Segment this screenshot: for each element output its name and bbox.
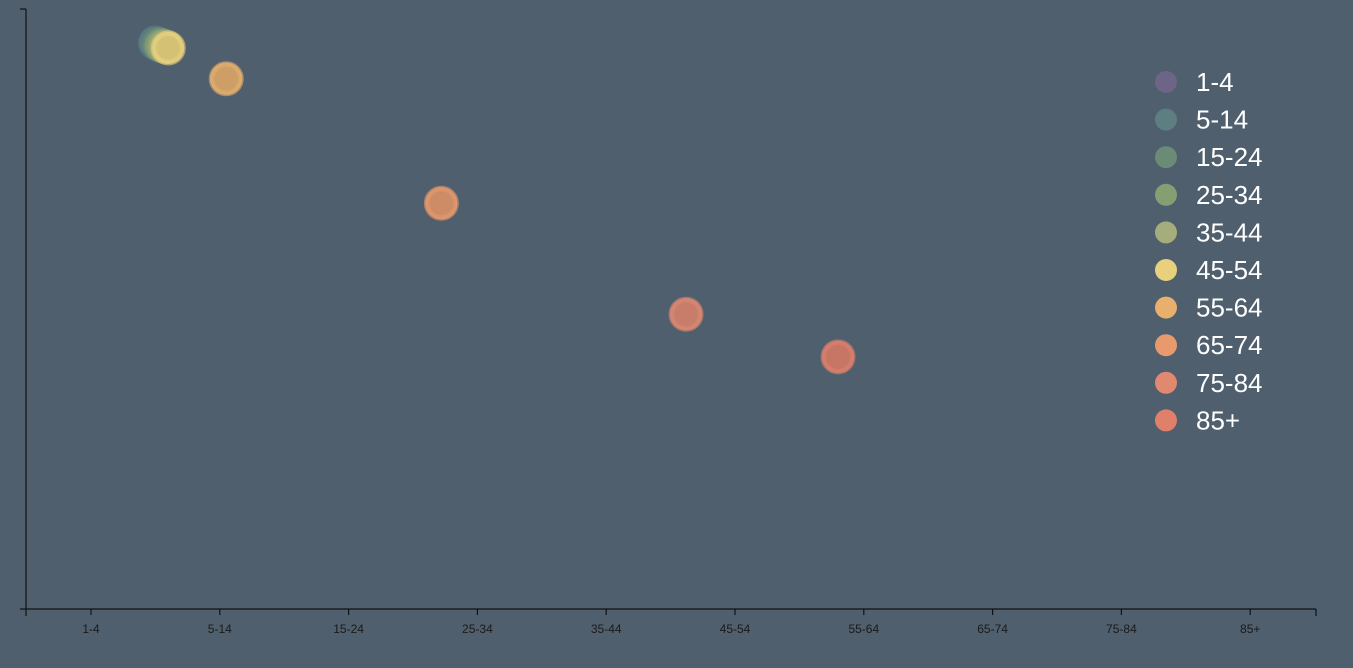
legend-swatch bbox=[1155, 409, 1177, 432]
legend-label: 65-74 bbox=[1196, 330, 1263, 360]
legend-label: 15-24 bbox=[1196, 142, 1263, 172]
x-tick-label: 25-34 bbox=[462, 622, 493, 636]
x-tick-label: 15-24 bbox=[333, 622, 364, 636]
legend-label: 35-44 bbox=[1196, 217, 1263, 247]
data-point-core bbox=[674, 302, 699, 327]
data-point bbox=[820, 339, 856, 375]
x-tick-label: 45-54 bbox=[720, 622, 751, 636]
legend-swatch bbox=[1155, 71, 1177, 93]
legend-label: 55-64 bbox=[1196, 293, 1263, 323]
axes: 1-4 5-14 15-24 25-34 35-44 45-54 55-64 65-74 75-… bbox=[20, 8, 1317, 636]
legend-label: 45-54 bbox=[1196, 255, 1263, 285]
data-point bbox=[668, 296, 704, 332]
legend-label: 5-14 bbox=[1196, 105, 1248, 135]
x-tick-label: 35-44 bbox=[591, 622, 622, 636]
data-points bbox=[137, 25, 856, 375]
legend-swatch bbox=[1155, 108, 1177, 131]
data-point bbox=[150, 30, 186, 66]
legend-label: 75-84 bbox=[1196, 368, 1263, 398]
legend-swatch bbox=[1155, 334, 1177, 357]
x-tick-label: 75-84 bbox=[1106, 622, 1137, 636]
legend-label: 85+ bbox=[1196, 405, 1240, 435]
data-point-core bbox=[826, 344, 851, 369]
legend-label: 1-4 bbox=[1196, 67, 1234, 97]
x-tick-label: 55-64 bbox=[848, 622, 879, 636]
legend-swatch bbox=[1155, 221, 1177, 244]
legend-swatch bbox=[1155, 183, 1177, 206]
x-tick-label: 5-14 bbox=[208, 622, 232, 636]
legend-swatch bbox=[1155, 146, 1177, 169]
data-point bbox=[208, 61, 244, 97]
x-tick-label: 1-4 bbox=[82, 622, 100, 636]
legend-label: 25-34 bbox=[1196, 180, 1263, 210]
data-point-core bbox=[214, 66, 239, 91]
x-tick-label: 85+ bbox=[1240, 622, 1260, 636]
data-point bbox=[423, 185, 459, 221]
data-point-core bbox=[156, 35, 181, 60]
legend-swatch bbox=[1155, 296, 1177, 319]
x-tick-label: 65-74 bbox=[977, 622, 1008, 636]
legend-swatch bbox=[1155, 371, 1177, 394]
legend-swatch bbox=[1155, 259, 1177, 281]
data-point-core bbox=[429, 191, 454, 216]
legend: 1-4 5-14 15-24 25-34 35-44 45-54 55-64 65-74 75-… bbox=[1155, 67, 1263, 435]
